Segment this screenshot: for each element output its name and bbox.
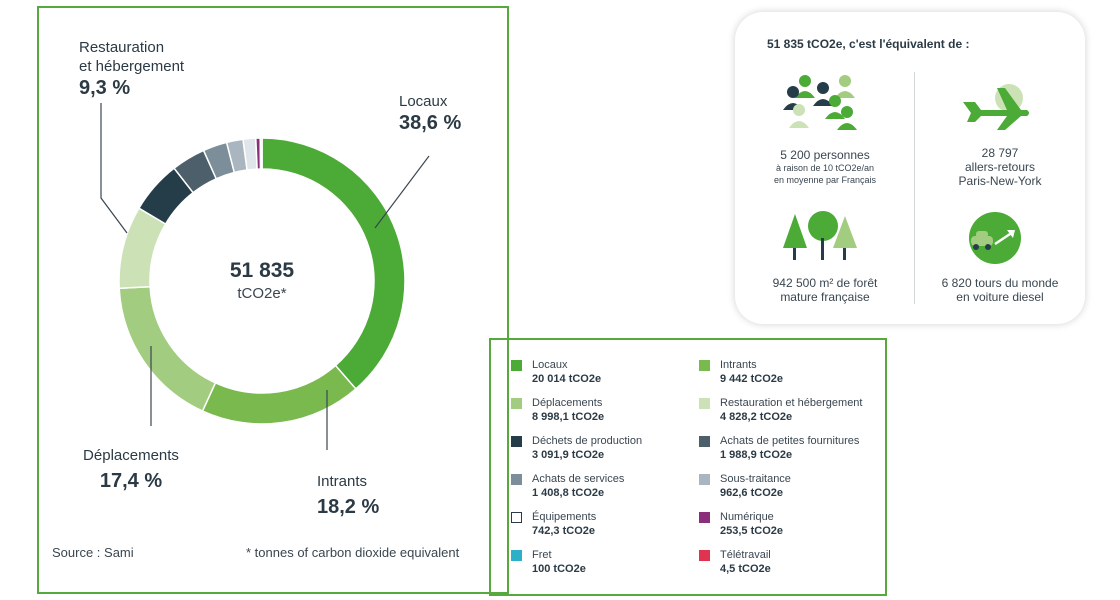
legend-label: Équipements bbox=[532, 511, 597, 523]
callout-restauration-pct: 9,3 % bbox=[79, 77, 131, 99]
callout-locaux-line1: Locaux bbox=[399, 93, 448, 110]
equivalents-card: 51 835 tCO2e, c'est l'équivalent de : 5 … bbox=[735, 12, 1085, 324]
donut-slice-intrants bbox=[201, 364, 357, 425]
legend-value: 20 014 tCO2e bbox=[532, 373, 602, 385]
callout-restauration-line2: et hébergement bbox=[79, 58, 185, 75]
legend-value: 9 442 tCO2e bbox=[720, 373, 783, 385]
forest-equivalent: 942 500 m² de forêt mature française bbox=[755, 276, 895, 304]
car-equivalent: 6 820 tours du monde en voiture diesel bbox=[930, 276, 1070, 304]
legend-label: Sous-traitance bbox=[720, 473, 791, 485]
legend-value: 100 tCO2e bbox=[532, 563, 586, 575]
legend-panel: Locaux 20 014 tCO2e Intrants 9 442 tCO2e Dép… bbox=[489, 338, 887, 596]
legend-swatch bbox=[511, 436, 522, 447]
footnote-text: * tonnes of carbon dioxide equivalent bbox=[246, 545, 460, 560]
flights-line2: allers-retours bbox=[964, 160, 1036, 174]
legend-swatch bbox=[699, 512, 710, 523]
legend-value: 253,5 tCO2e bbox=[720, 525, 783, 537]
people-line3: en moyenne par Français bbox=[773, 175, 877, 185]
legend-value: 4,5 tCO2e bbox=[720, 563, 771, 575]
callout-restauration-line1: Restauration bbox=[79, 39, 165, 56]
people-equivalent: 5 200 personnes à raison de 10 tCO2e/an … bbox=[755, 148, 895, 186]
legend-swatch bbox=[511, 398, 522, 409]
legend-label: Achats de services bbox=[532, 473, 625, 485]
callout-intrants-line1: Intrants bbox=[317, 473, 368, 490]
equivalents-title: 51 835 tCO2e, c'est l'équivalent de : bbox=[767, 37, 970, 51]
donut-slice-deplacements bbox=[118, 285, 217, 413]
flights-line1: 28 797 bbox=[981, 146, 1019, 160]
legend-swatch bbox=[511, 360, 522, 371]
legend-swatch bbox=[699, 474, 710, 485]
airplane-icon bbox=[963, 84, 1029, 130]
legend-value: 962,6 tCO2e bbox=[720, 487, 783, 499]
legend-label: Locaux bbox=[532, 359, 568, 371]
legend-label: Numérique bbox=[720, 511, 774, 523]
center-unit: tCO2e* bbox=[237, 285, 286, 302]
legend-label: Fret bbox=[532, 549, 552, 561]
legend-value: 3 091,9 tCO2e bbox=[532, 449, 605, 461]
people-icon bbox=[783, 75, 857, 130]
callout-locaux: Locaux 38,6 % bbox=[399, 92, 461, 135]
forest-line1: 942 500 m² de forêt bbox=[772, 276, 878, 290]
legend-value: 8 998,1 tCO2e bbox=[532, 411, 605, 423]
card-divider bbox=[914, 72, 915, 304]
legend-swatch bbox=[699, 436, 710, 447]
car-line1: 6 820 tours du monde bbox=[941, 276, 1059, 290]
legend-value: 1 408,8 tCO2e bbox=[532, 487, 605, 499]
legend-label: Déchets de production bbox=[532, 435, 643, 447]
forest-icon bbox=[783, 211, 857, 260]
legend-swatch bbox=[511, 550, 522, 561]
legend-swatch bbox=[511, 474, 522, 485]
legend-swatch bbox=[699, 550, 710, 561]
car-line2: en voiture diesel bbox=[956, 290, 1044, 304]
source-text: Source : Sami bbox=[52, 545, 134, 560]
legend-value: 4 828,2 tCO2e bbox=[720, 411, 793, 423]
legend-value: 742,3 tCO2e bbox=[532, 525, 595, 537]
callout-deplacements-pct: 17,4 % bbox=[99, 470, 163, 492]
donut-chart: 51 835 tCO2e* bbox=[100, 103, 430, 450]
legend-swatch bbox=[699, 360, 710, 371]
legend-value: 1 988,9 tCO2e bbox=[720, 449, 793, 461]
flights-line3: Paris-New-York bbox=[958, 174, 1042, 188]
people-line1: 5 200 personnes bbox=[780, 148, 870, 162]
callout-intrants-pct: 18,2 % bbox=[317, 496, 380, 518]
flights-equivalent: 28 797 allers-retours Paris-New-York bbox=[930, 146, 1070, 188]
legend-label: Restauration et hébergement bbox=[720, 397, 863, 409]
callout-locaux-pct: 38,6 % bbox=[399, 112, 462, 134]
car-globe-icon bbox=[969, 212, 1021, 264]
legend-label: Achats de petites fournitures bbox=[720, 435, 860, 447]
forest-line2: mature française bbox=[780, 290, 870, 304]
legend-label: Télétravail bbox=[720, 549, 771, 561]
callout-deplacements: Déplacements 17,4 % bbox=[71, 446, 191, 493]
callout-line-restauration bbox=[100, 103, 128, 234]
center-total: 51 835 bbox=[230, 259, 295, 282]
callout-deplacements-line1: Déplacements bbox=[83, 447, 179, 464]
legend-label: Intrants bbox=[720, 359, 757, 371]
donut-chart-panel: 51 835 tCO2e* Restauration et hébergemen… bbox=[37, 6, 509, 594]
callout-restauration: Restauration et hébergement 9,3 % bbox=[79, 38, 184, 100]
legend-swatch bbox=[699, 398, 710, 409]
legend-swatch bbox=[511, 512, 522, 523]
callout-line-locaux bbox=[374, 155, 430, 229]
people-line2: à raison de 10 tCO2e/an bbox=[775, 163, 875, 173]
callout-intrants: Intrants 18,2 % bbox=[317, 472, 379, 519]
legend-label: Déplacements bbox=[532, 397, 603, 409]
